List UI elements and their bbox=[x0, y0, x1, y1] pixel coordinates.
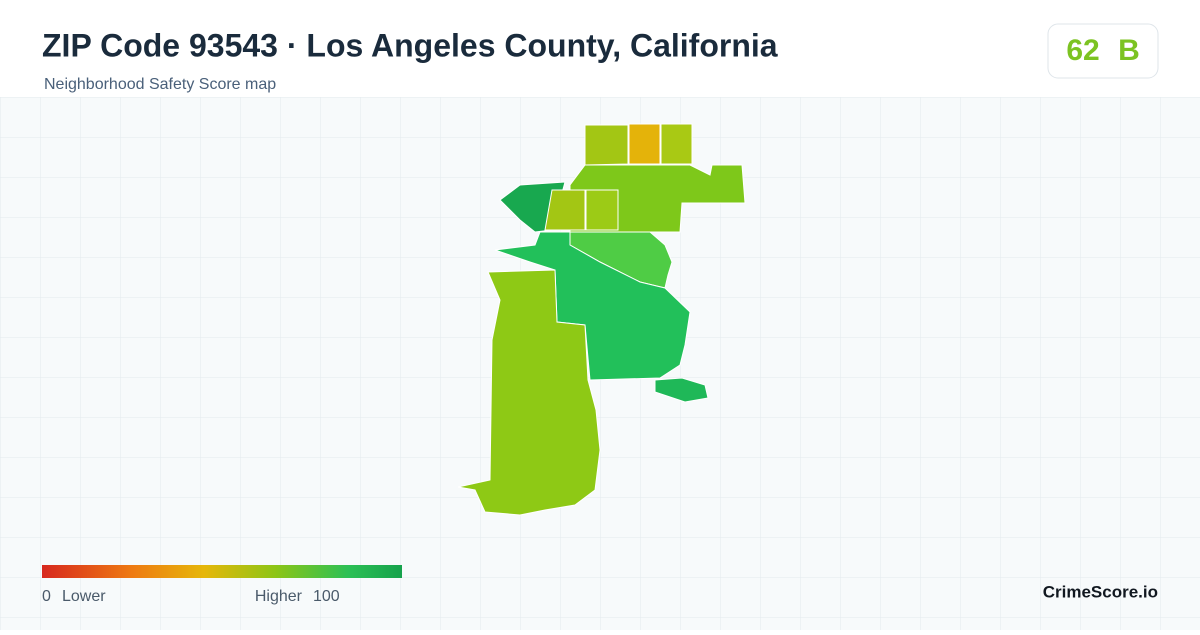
brand: CrimeScore.io bbox=[1043, 582, 1158, 601]
region bbox=[544, 189, 586, 231]
map bbox=[457, 123, 746, 516]
title: ZIP Code 93543 · Los Angeles County, Cal… bbox=[42, 27, 778, 63]
grade: B bbox=[1118, 34, 1140, 67]
region bbox=[584, 124, 629, 166]
region bbox=[660, 123, 693, 165]
region bbox=[457, 269, 601, 516]
legend-min: 0 bbox=[42, 588, 51, 605]
region bbox=[585, 189, 619, 231]
legend-scale bbox=[42, 565, 402, 578]
score: 62 bbox=[1066, 34, 1099, 67]
region bbox=[628, 123, 661, 165]
score-badge bbox=[1047, 23, 1159, 79]
subtitle: Neighborhood Safety Score map bbox=[44, 76, 276, 93]
region bbox=[654, 377, 709, 403]
legend-max: 100 bbox=[313, 588, 340, 605]
legend-min-label: Lower bbox=[62, 588, 106, 605]
legend-max-label: Higher bbox=[255, 588, 303, 605]
